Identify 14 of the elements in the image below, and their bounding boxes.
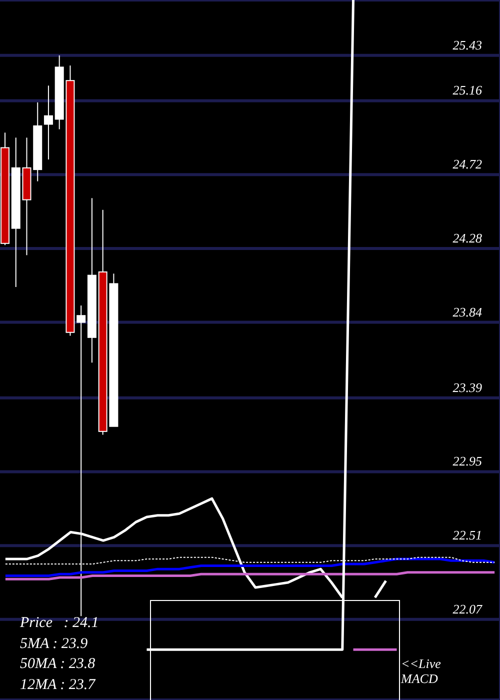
annotation: 5MA : 23.9 [20, 634, 89, 654]
y-tick-label: 25.43 [452, 37, 482, 52]
y-tick-label: 22.95 [452, 454, 482, 469]
y-tick-label: 24.28 [452, 230, 482, 246]
y-tick-label: 25.16 [452, 82, 482, 98]
annotation: 50MA : 23.8 [20, 655, 96, 674]
y-tick-label: 23.39 [452, 380, 482, 395]
y-tick-label: 24.72 [452, 156, 482, 172]
y-tick-label: 22.51 [452, 528, 482, 543]
annotation: <<Live MACD [401, 656, 441, 686]
annotation: Price : 24.1 [20, 614, 99, 633]
y-tick-label: 23.84 [452, 304, 482, 320]
annotation: 12MA : 23.7 [20, 676, 97, 696]
y-tick-label: 22.07 [452, 601, 482, 616]
